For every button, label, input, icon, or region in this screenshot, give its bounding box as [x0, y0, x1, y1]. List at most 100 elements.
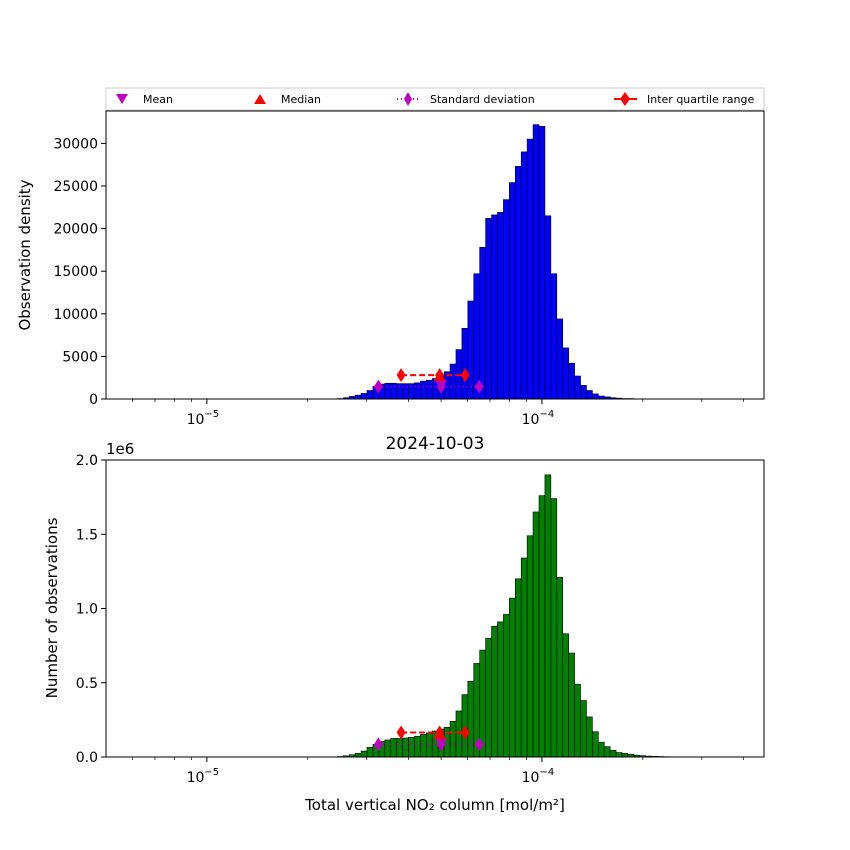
bottom-std-marker [373, 737, 383, 752]
bottom-chart-title: 2024-10-03 [386, 434, 485, 454]
top-histogram-bar [384, 382, 392, 400]
legend-std-label: Standard deviation [430, 93, 535, 106]
bottom-histogram-bar [491, 626, 498, 758]
legend-mean-marker [116, 94, 128, 104]
bottom-histogram-bars [337, 474, 682, 758]
top-x-tick-label: 10−5 [187, 409, 220, 428]
top-histogram-bar [354, 394, 362, 400]
bottom-histogram-bar [449, 721, 457, 758]
top-median-marker [433, 369, 446, 381]
bottom-y-axis-label: Number of observations [43, 517, 61, 698]
legend-median-marker [254, 94, 266, 104]
bottom-median-marker [433, 727, 446, 739]
top-y-tick-label: 20000 [53, 222, 98, 238]
bottom-y-tick-label: 0.5 [76, 676, 98, 692]
bottom-histogram-panel: 2024-10-03 1e6 0.00.51.01.52.0 10−5 10−4 … [43, 434, 765, 814]
bottom-histogram-bar [467, 680, 475, 758]
top-histogram-bar [414, 382, 421, 400]
top-iqr-marker [396, 368, 406, 383]
bottom-histogram-bar [621, 752, 629, 758]
top-histogram-bar [580, 385, 587, 400]
top-histogram-bar [514, 166, 522, 400]
bottom-summary-markers [373, 725, 484, 752]
top-histogram-bar [390, 382, 397, 400]
top-x-axis-ticks: 10−5 10−4 [132, 399, 745, 428]
top-histogram-bar [497, 212, 504, 400]
top-y-tick-label: 5000 [62, 349, 98, 365]
legend-frame [105, 87, 765, 111]
bottom-histogram-bar [509, 597, 516, 758]
bottom-y-tick-label: 2.0 [76, 453, 98, 469]
bottom-histogram-bar [580, 700, 587, 758]
top-histogram-bar [568, 362, 575, 400]
legend-iqr-label: Inter quartile range [647, 93, 754, 106]
bottom-histogram-bar [603, 746, 611, 758]
bottom-histogram-bar [586, 716, 593, 758]
bottom-y-offset-label: 1e6 [106, 440, 134, 458]
top-histogram-bar [360, 393, 368, 400]
top-histogram-bar [473, 273, 480, 400]
bottom-histogram-bar [384, 739, 392, 758]
top-histogram-bar [491, 214, 498, 400]
bottom-y-tick-label: 1.5 [76, 527, 98, 543]
legend: Mean Median Standard deviation Inter qua… [105, 87, 765, 111]
bottom-iqr-marker [396, 725, 406, 740]
top-histogram-bar [402, 383, 409, 400]
legend-std-marker [404, 92, 412, 106]
top-summary-markers [373, 368, 484, 394]
bottom-histogram-bar [538, 495, 546, 758]
top-y-tick-label: 10000 [53, 307, 98, 323]
bottom-histogram-bar [532, 511, 540, 758]
bottom-histogram-bar [568, 652, 575, 758]
top-histogram-bar [586, 390, 593, 400]
top-histogram-bar [396, 383, 403, 400]
bottom-y-tick-label: 1.0 [76, 602, 98, 618]
top-y-axis-ticks: 0 5000 10000 15000 20000 25000 30000 [53, 136, 106, 408]
bottom-histogram-bar [503, 614, 510, 758]
top-histogram-bar [550, 273, 558, 400]
top-histogram-bar [556, 318, 564, 400]
top-histogram-bar [366, 390, 374, 400]
bottom-mean-marker [435, 737, 448, 749]
bottom-histogram-bar [396, 738, 403, 758]
bottom-y-tick-label: 0.0 [76, 750, 98, 766]
top-histogram-bar [420, 380, 427, 400]
bottom-x-axis-ticks: 10−5 10−4 [132, 757, 745, 786]
top-std-marker [373, 379, 383, 394]
bottom-histogram-bar [592, 731, 599, 758]
top-histogram-bar [467, 300, 475, 400]
bottom-histogram-bar [615, 752, 623, 758]
bottom-histogram-bar [520, 557, 528, 758]
bottom-std-marker [474, 737, 484, 752]
top-x-tick-label: 10−4 [522, 409, 555, 428]
bottom-histogram-bar [609, 750, 617, 758]
top-histogram-bar [449, 363, 457, 400]
top-histogram-bar [526, 138, 534, 400]
top-histogram-bar [503, 199, 510, 400]
bottom-histogram-bar [402, 737, 409, 758]
legend-mean-label: Mean [143, 93, 173, 106]
top-y-tick-label: 15000 [53, 264, 98, 280]
bottom-histogram-bar [420, 734, 427, 758]
bottom-histogram-bar [408, 737, 415, 758]
bottom-x-axis-label: Total vertical NO₂ column [mol/m²] [304, 796, 565, 814]
top-histogram-bar [538, 126, 546, 400]
top-histogram-bar [562, 347, 569, 400]
top-histogram-bar [461, 327, 469, 400]
top-histogram-bar [592, 393, 599, 400]
top-histogram-bar [479, 247, 486, 400]
bottom-y-axis-ticks: 0.0 0.5 1.0 1.5 2.0 [76, 453, 106, 766]
top-histogram-bar [532, 124, 540, 400]
top-plot-frame [105, 110, 765, 400]
bottom-plot-frame [105, 459, 765, 758]
top-iqr-marker [460, 368, 470, 383]
bottom-histogram-bar [414, 735, 421, 758]
bottom-histogram-bar [360, 750, 368, 758]
legend-median-label: Median [281, 93, 321, 106]
top-histogram-bar [520, 151, 528, 400]
top-histogram-bar [408, 383, 415, 400]
top-histogram-bar [485, 218, 492, 400]
bottom-histogram-bar [598, 741, 605, 758]
bottom-histogram-bar [390, 738, 397, 758]
